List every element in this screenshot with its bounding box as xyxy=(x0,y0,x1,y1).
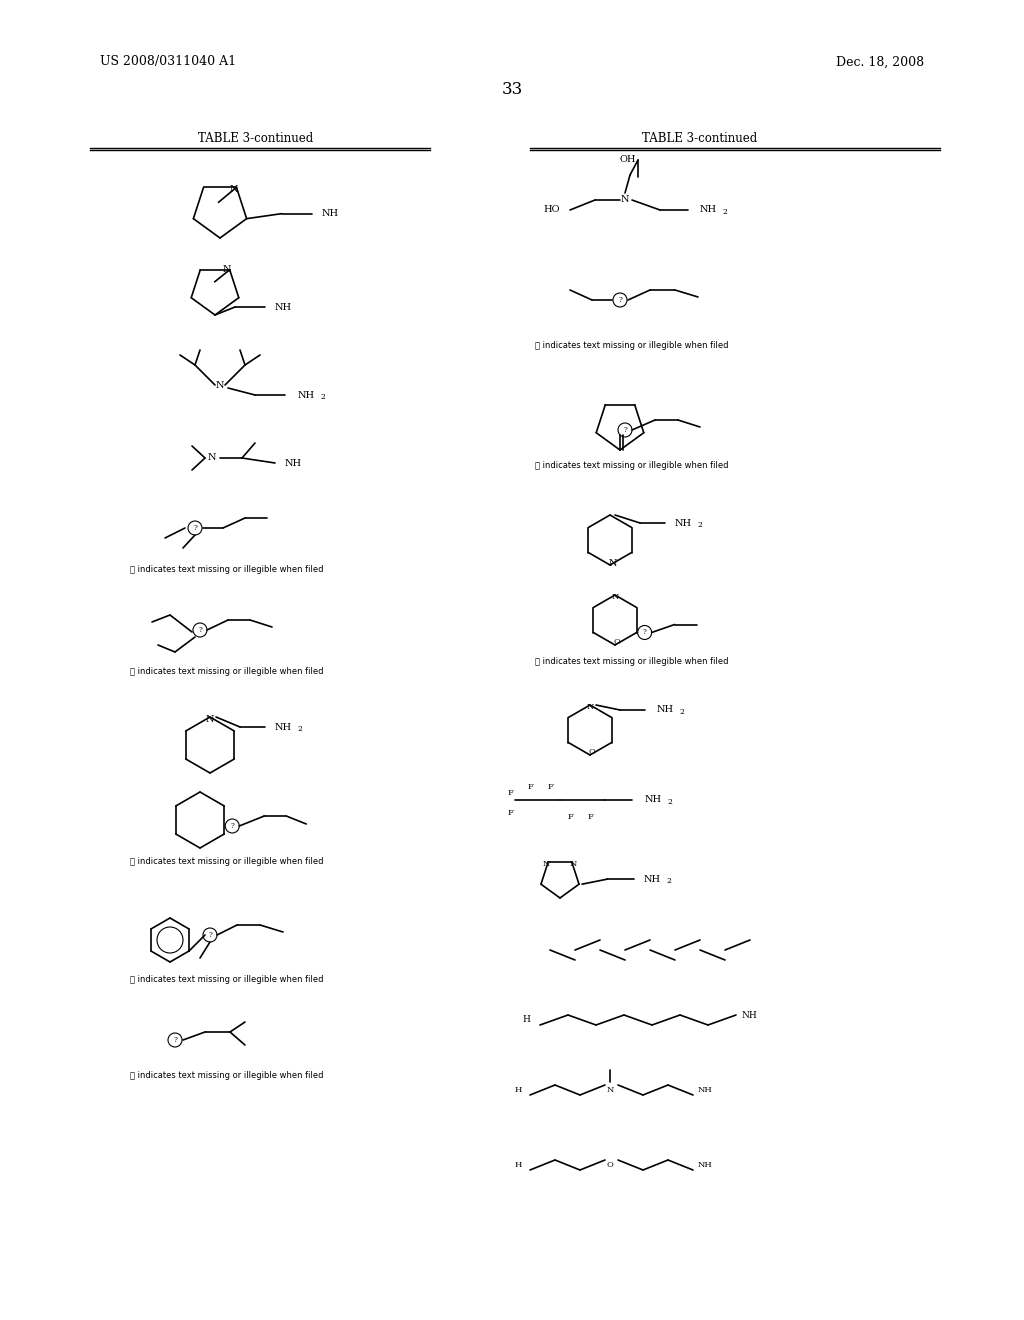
Text: ?: ? xyxy=(623,426,627,434)
Text: NH: NH xyxy=(741,1011,757,1019)
Text: N: N xyxy=(621,195,630,205)
Text: N: N xyxy=(608,558,617,568)
Text: NH: NH xyxy=(657,705,674,714)
Text: US 2008/0311040 A1: US 2008/0311040 A1 xyxy=(100,55,237,69)
Text: N: N xyxy=(570,859,578,867)
Text: F: F xyxy=(587,813,593,821)
Text: N: N xyxy=(587,704,594,711)
Text: 2: 2 xyxy=(679,708,684,715)
Text: H: H xyxy=(515,1086,522,1094)
Text: NH: NH xyxy=(698,1086,713,1094)
Text: ⓠ indicates text missing or illegible when filed: ⓠ indicates text missing or illegible wh… xyxy=(130,858,324,866)
Text: N: N xyxy=(222,265,231,275)
Text: N: N xyxy=(611,593,618,601)
Text: ⓠ indicates text missing or illegible when filed: ⓠ indicates text missing or illegible wh… xyxy=(130,565,324,574)
Text: ?: ? xyxy=(208,931,212,939)
Text: 2: 2 xyxy=(319,393,325,401)
Text: Dec. 18, 2008: Dec. 18, 2008 xyxy=(836,55,924,69)
Text: O: O xyxy=(606,1162,613,1170)
Text: O: O xyxy=(613,638,621,645)
Text: H: H xyxy=(522,1015,530,1024)
Text: H: H xyxy=(515,1162,522,1170)
Text: ⓠ indicates text missing or illegible when filed: ⓠ indicates text missing or illegible wh… xyxy=(130,975,324,985)
Text: ⓠ indicates text missing or illegible when filed: ⓠ indicates text missing or illegible wh… xyxy=(535,657,728,667)
Text: HO: HO xyxy=(544,206,560,214)
Text: NH: NH xyxy=(322,209,339,218)
Text: 2: 2 xyxy=(667,799,672,807)
Text: ⓠ indicates text missing or illegible when filed: ⓠ indicates text missing or illegible wh… xyxy=(535,341,728,350)
Text: F: F xyxy=(567,813,573,821)
Text: N: N xyxy=(543,859,550,867)
Text: 2: 2 xyxy=(297,725,302,733)
Text: O: O xyxy=(589,748,595,756)
Text: N: N xyxy=(206,714,214,723)
Text: ?: ? xyxy=(194,524,197,532)
Text: ?: ? xyxy=(173,1036,177,1044)
Text: NH: NH xyxy=(645,796,663,804)
Text: NH: NH xyxy=(698,1162,713,1170)
Text: ?: ? xyxy=(230,822,234,830)
Text: NH: NH xyxy=(275,302,292,312)
Text: ⓠ indicates text missing or illegible when filed: ⓠ indicates text missing or illegible wh… xyxy=(535,461,728,470)
Text: 2: 2 xyxy=(722,209,727,216)
Text: NH: NH xyxy=(700,206,717,214)
Text: N: N xyxy=(229,185,238,194)
Text: N: N xyxy=(208,454,216,462)
Text: F: F xyxy=(507,809,513,817)
Text: NH: NH xyxy=(644,875,662,883)
Text: ⓠ indicates text missing or illegible when filed: ⓠ indicates text missing or illegible wh… xyxy=(130,1071,324,1080)
Text: N: N xyxy=(216,380,224,389)
Text: TABLE 3-continued: TABLE 3-continued xyxy=(642,132,758,144)
Text: N: N xyxy=(606,1086,613,1094)
Text: 2: 2 xyxy=(666,878,671,886)
Text: F: F xyxy=(527,783,532,791)
Text: ?: ? xyxy=(618,296,622,304)
Text: ?: ? xyxy=(198,626,202,634)
Text: NH: NH xyxy=(298,391,315,400)
Text: F: F xyxy=(547,783,553,791)
Text: NH: NH xyxy=(675,519,692,528)
Text: TABLE 3-continued: TABLE 3-continued xyxy=(199,132,313,144)
Text: ?: ? xyxy=(643,628,646,636)
Text: OH: OH xyxy=(620,156,637,165)
Text: 33: 33 xyxy=(502,82,522,99)
Text: NH: NH xyxy=(285,458,302,467)
Text: 2: 2 xyxy=(697,521,701,529)
Text: NH: NH xyxy=(275,722,292,731)
Text: ⓠ indicates text missing or illegible when filed: ⓠ indicates text missing or illegible wh… xyxy=(130,668,324,676)
Text: F: F xyxy=(507,789,513,797)
